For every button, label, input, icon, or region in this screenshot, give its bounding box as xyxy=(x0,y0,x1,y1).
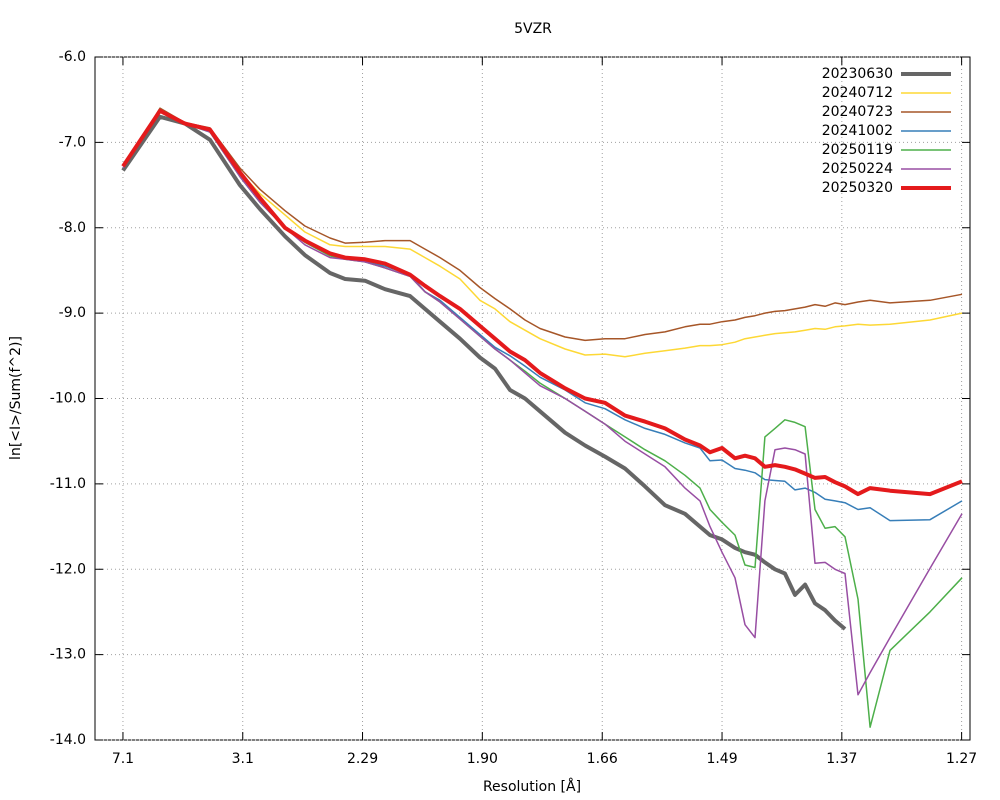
x-tick-label: 3.1 xyxy=(232,751,254,767)
y-tick-label: -9.0 xyxy=(59,305,86,321)
series-line xyxy=(121,114,847,631)
series-line xyxy=(122,107,963,342)
y-tick-label: -14.0 xyxy=(50,732,86,748)
legend-label: 20250320 xyxy=(822,180,893,196)
x-tick-label: 7.1 xyxy=(112,751,134,767)
plot-frame xyxy=(94,56,971,741)
y-tick-label: -8.0 xyxy=(59,220,86,236)
legend-label: 20240723 xyxy=(822,104,893,120)
series-line xyxy=(122,109,963,358)
legend-label: 20250224 xyxy=(822,161,893,177)
y-tick-label: -13.0 xyxy=(50,647,86,663)
y-tick-label: -6.0 xyxy=(59,49,86,65)
x-axis-label: Resolution [Å] xyxy=(483,778,581,795)
y-axis-label: ln[<I>/Sum(f^2)] xyxy=(8,336,24,460)
series-line xyxy=(121,108,963,497)
y-tick-label: -7.0 xyxy=(59,134,86,150)
x-tick-label: 1.90 xyxy=(467,751,498,767)
legend-label: 20250119 xyxy=(822,142,893,158)
x-tick-label: 1.37 xyxy=(826,751,857,767)
y-tick-label: -12.0 xyxy=(50,561,86,577)
series-line xyxy=(122,110,963,728)
y-tick-label: -11.0 xyxy=(50,476,86,492)
series-line xyxy=(122,110,963,696)
x-tick-label: 1.49 xyxy=(706,751,737,767)
legend-label: 20230630 xyxy=(822,66,893,82)
x-tick-label: 2.29 xyxy=(347,751,378,767)
legend-label: 20240712 xyxy=(822,85,893,101)
legend-label: 20241002 xyxy=(822,123,893,139)
x-tick-label: 1.66 xyxy=(587,751,618,767)
chart-title: 5VZR xyxy=(514,21,552,37)
y-tick-label: -10.0 xyxy=(50,391,86,407)
x-tick-label: 1.27 xyxy=(946,751,977,767)
